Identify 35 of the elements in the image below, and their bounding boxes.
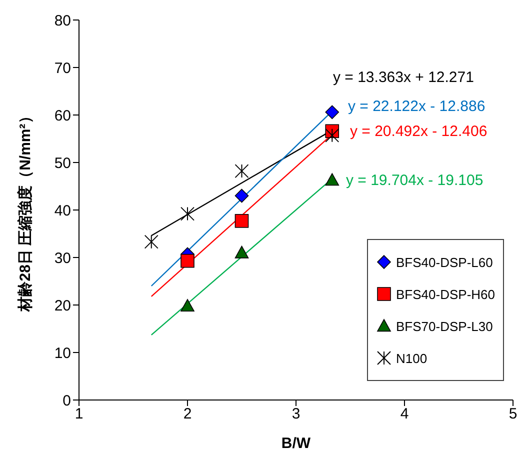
- y-tick-label: 20: [54, 297, 71, 314]
- legend-label: BFS40-DSP-H60: [396, 286, 495, 302]
- x-tick-label: 3: [292, 406, 300, 423]
- x-tick-label: 4: [400, 406, 409, 423]
- annotation: y = 13.363x + 12.271: [333, 69, 474, 86]
- point: [234, 188, 249, 203]
- y-axis-title: 材齢28日 圧縮強度（N/mm²）: [16, 108, 34, 312]
- y-tick-label: 80: [54, 12, 71, 30]
- x-tick-label: 5: [508, 406, 518, 423]
- point: [180, 254, 194, 268]
- legend-label: BFS70-DSP-L30: [396, 318, 493, 334]
- point: [180, 299, 194, 312]
- point: [234, 246, 249, 258]
- y-tick-label: 50: [54, 154, 71, 172]
- y-tick-label: 40: [54, 202, 71, 220]
- annotation: y = 19.704x - 19.105: [346, 172, 484, 189]
- annotation: y = 20.492x - 12.406: [350, 123, 488, 140]
- y-tick-label: 0: [62, 392, 71, 410]
- legend-label: BFS40-DSP-L60: [396, 254, 493, 270]
- point: [144, 234, 158, 249]
- y-tick-label: 10: [54, 344, 71, 362]
- point: [234, 214, 249, 228]
- point: [234, 164, 249, 178]
- point: [325, 173, 340, 186]
- x-tick-label: 1: [74, 406, 84, 423]
- x-axis-title: B/W: [281, 435, 312, 452]
- legend-label: N100: [396, 350, 428, 366]
- annotation: y = 22.122x - 12.886: [348, 98, 486, 115]
- point: [325, 128, 340, 142]
- y-tick-label: 70: [54, 60, 71, 77]
- y-tick-label: 60: [54, 107, 71, 124]
- y-tick-label: 30: [54, 250, 71, 267]
- x-tick-label: 2: [183, 406, 192, 423]
- point: [180, 206, 194, 221]
- point: [325, 105, 340, 120]
